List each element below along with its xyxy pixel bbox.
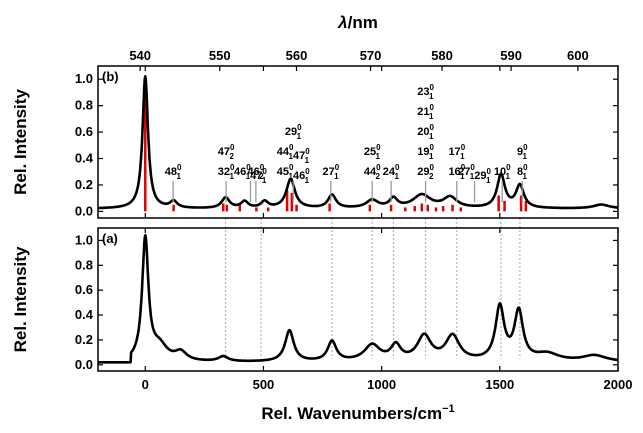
y-tick-label: 0.2 — [75, 177, 93, 192]
y-tick-label: 0.0 — [75, 203, 93, 218]
top-tick-label: 560 — [286, 48, 308, 63]
y-tick-label: 0.8 — [75, 98, 93, 113]
top-tick-label: 580 — [431, 48, 453, 63]
top-tick-label: 590 — [500, 48, 522, 63]
y-tick-label: 1.0 — [75, 71, 93, 86]
panel-frame-1 — [97, 227, 619, 372]
annotation-label: 290 2 — [417, 163, 434, 181]
annotation-label: 250 1 — [364, 143, 381, 161]
annotation-label: 80 1 — [517, 163, 528, 181]
x-tick-label: 500 — [253, 377, 275, 392]
annotation-label: 480 1 — [165, 163, 182, 181]
annotation-label: 460 2 — [248, 163, 265, 181]
annotation-label: 90 1 — [517, 143, 528, 161]
x-tick-label: 1000 — [367, 377, 396, 392]
top-axis-title: λ/nm — [337, 13, 378, 32]
annotation-label: 460 1470 1 — [234, 163, 267, 185]
axes-layer — [97, 65, 619, 372]
y-tick-label: 1.0 — [75, 232, 93, 247]
top-tick-label: 540 — [129, 48, 151, 63]
x-axis-title: Rel. Wavenumbers/cm−1 — [261, 403, 454, 423]
y-tick-label: 0.6 — [75, 282, 93, 297]
annotation-label: 450 1460 1 — [277, 163, 310, 185]
x-tick-label: 1500 — [485, 377, 514, 392]
annotation-label: 190 1 — [417, 143, 434, 161]
spectrum-line-1 — [97, 234, 619, 364]
annotation-label: 440 2 — [364, 163, 381, 181]
y-axis-title: Rel. Intensity — [11, 89, 30, 195]
labels-layer: 0.0 0.2 0.4 0.6 0.8 1.0 (b) 0.0 0.2 0.4 0.6 0.8 1.0 (… — [11, 13, 632, 423]
annotation-label: 100 1 — [494, 163, 511, 181]
panel-label: (b) — [102, 69, 119, 84]
curve-layer — [97, 75, 619, 364]
y-tick-label: 0.0 — [75, 357, 93, 372]
y-axis-title: Rel. Intensity — [11, 246, 30, 352]
top-tick-label: 600 — [567, 48, 589, 63]
spectrum-line-0 — [97, 75, 619, 210]
y-tick-label: 0.8 — [75, 257, 93, 272]
y-tick-label: 0.4 — [75, 307, 94, 322]
top-tick-label: 550 — [209, 48, 231, 63]
top-tick-label: 570 — [360, 48, 382, 63]
annotation-label: 290 1 — [285, 123, 302, 141]
annotation-label: 210 1 — [417, 103, 434, 121]
panel-frame-0 — [97, 65, 619, 219]
y-tick-label: 0.2 — [75, 332, 93, 347]
annotation-label: 320 1 — [218, 163, 235, 181]
annotation-label: 440 1470 1 — [277, 143, 310, 165]
annotation-label: 230 1 — [417, 83, 434, 101]
annotation-label: 160 1 — [448, 163, 465, 181]
sticks-layer — [144, 81, 528, 212]
annotation-label: 200 1 — [417, 123, 434, 141]
annotation-label: 270 1 — [322, 163, 339, 181]
y-tick-label: 0.4 — [75, 151, 94, 166]
annotation-label: 470 2 — [218, 143, 235, 161]
annotation-label: 240 1 — [383, 163, 400, 181]
panel-label: (a) — [102, 231, 118, 246]
annotation-label: 170 1 — [448, 143, 465, 161]
y-tick-label: 0.6 — [75, 124, 93, 139]
connector-layer — [225, 218, 521, 359]
x-tick-label: 0 — [142, 377, 149, 392]
x-tick-label: 2000 — [604, 377, 633, 392]
annotation-label: 270 1290 1 — [458, 163, 491, 185]
